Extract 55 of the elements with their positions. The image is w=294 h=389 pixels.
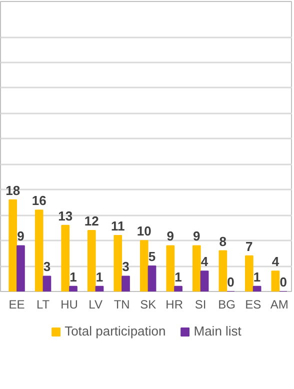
data-label: 3 [43, 259, 51, 274]
x-tick-label: AM [270, 298, 288, 312]
data-label: 1 [174, 269, 182, 284]
data-label: 4 [272, 254, 280, 270]
data-label: 12 [84, 213, 99, 228]
bar [140, 240, 148, 292]
bar [148, 266, 156, 292]
bar [271, 270, 280, 292]
bar [166, 245, 175, 292]
data-label: 8 [219, 234, 227, 249]
bar [192, 245, 201, 292]
data-label: 0 [280, 274, 287, 290]
bar [218, 250, 228, 292]
x-tick-label: HR [166, 298, 184, 312]
data-label: 1 [96, 269, 104, 284]
bar [122, 276, 130, 292]
data-label: 5 [148, 249, 156, 264]
bar [252, 286, 262, 292]
data-label: 4 [200, 254, 209, 270]
data-label: 13 [58, 208, 73, 224]
bar [174, 286, 182, 292]
x-tick-label: SK [140, 298, 156, 312]
data-label: 1 [253, 269, 261, 284]
bar [200, 270, 209, 292]
x-tick-label: LV [88, 298, 102, 312]
x-tick-label: TN [114, 298, 130, 312]
data-label: 9 [166, 228, 174, 244]
x-tick-label: BG [218, 298, 236, 312]
data-label: 3 [122, 259, 130, 274]
data-label: 10 [136, 224, 152, 239]
x-tick-label: EE [8, 298, 25, 312]
data-label: 16 [32, 193, 46, 208]
data-label: 0 [227, 274, 234, 290]
x-tick-label: LT [36, 298, 50, 312]
x-tick-label: ES [245, 298, 262, 312]
bar [69, 286, 78, 292]
bar [8, 199, 18, 292]
data-label: 7 [246, 238, 253, 254]
bar [114, 235, 122, 292]
bar [87, 230, 96, 292]
bar [42, 276, 52, 292]
bar [244, 255, 254, 292]
bar [34, 210, 44, 292]
bar [16, 245, 25, 292]
bar [95, 286, 104, 292]
bar [61, 224, 70, 292]
data-label: 9 [193, 228, 200, 244]
legend-label: Main list [194, 324, 242, 338]
data-label: 9 [17, 228, 24, 244]
x-tick-label: HU [60, 298, 78, 312]
legend-label: Total participation [64, 324, 166, 338]
data-label: 18 [6, 182, 20, 198]
data-label: 11 [111, 218, 125, 234]
data-label: 1 [70, 269, 77, 284]
x-tick-label: SI [194, 298, 206, 312]
